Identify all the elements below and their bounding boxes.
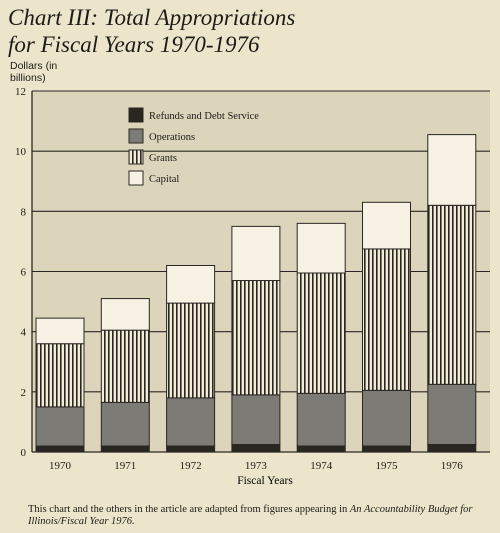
chart-title-block: Chart III: Total Appropriations for Fisc… [8, 4, 295, 58]
bar-segment-capital [166, 264, 216, 304]
bar-segment-refunds-and-debt-service [166, 445, 216, 453]
bar-segment-capital [100, 298, 150, 331]
bar-segment-capital [296, 222, 346, 274]
legend-swatch [128, 170, 144, 186]
y-axis-label-line1: Dollars (in [10, 60, 58, 72]
x-tick-label: 1974 [310, 460, 333, 472]
bar-segment-refunds-and-debt-service [100, 445, 150, 453]
bar-segment-operations [427, 383, 477, 445]
legend-label: Capital [149, 174, 179, 185]
bar-segment-grants [296, 272, 346, 394]
footnote: This chart and the others in the article… [28, 504, 498, 528]
bar-segment-operations [100, 401, 150, 447]
bar-segment-refunds-and-debt-service [231, 443, 281, 453]
y-axis-label-line2: billions) [10, 72, 46, 84]
bar-segment-operations [296, 392, 346, 447]
bar-segment-refunds-and-debt-service [296, 445, 346, 453]
legend: Refunds and Debt Service Operations Grants… [128, 107, 259, 186]
y-tick-label: 0 [21, 447, 27, 459]
legend-label: Grants [149, 153, 177, 164]
bar-segment-grants [35, 343, 85, 408]
bar-segment-operations [231, 394, 281, 445]
bar-segment-capital [35, 317, 85, 345]
legend-label: Operations [149, 132, 195, 143]
y-tick-label: 6 [21, 267, 27, 279]
bar-segment-capital [362, 201, 411, 250]
axis-layer: 0 2 4 6 8 10 12 1970 1971 1972 1973 1974 1975 1976 [15, 86, 490, 472]
legend-swatch [128, 107, 144, 123]
y-tick-label: 8 [21, 206, 27, 218]
bar-segment-grants [427, 204, 477, 385]
bar-segment-refunds-and-debt-service [362, 445, 411, 453]
y-tick-label: 12 [15, 86, 26, 98]
legend-swatch [128, 128, 144, 144]
bars-layer [35, 134, 477, 453]
bar-segment-grants [231, 280, 281, 396]
x-tick-label: 1971 [114, 460, 136, 472]
bar-segment-operations [166, 397, 216, 447]
y-tick-label: 4 [21, 327, 27, 339]
legend-swatch [128, 149, 144, 165]
bar-segment-capital [427, 134, 477, 206]
x-tick-label: 1975 [376, 460, 399, 472]
bar-segment-refunds-and-debt-service [427, 443, 477, 453]
y-tick-label: 10 [15, 146, 27, 158]
bar-segment-grants [166, 302, 216, 399]
y-axis-label: Dollars (in billions) [10, 60, 57, 84]
chart-subtitle: for Fiscal Years 1970-1976 [8, 32, 260, 57]
x-tick-label: 1972 [180, 460, 202, 472]
x-axis-title: Fiscal Years [237, 475, 293, 487]
bar-segment-refunds-and-debt-service [35, 445, 85, 453]
chart-title: Chart III: Total Appropriations [8, 5, 296, 30]
y-tick-label: 2 [21, 387, 27, 399]
bar-segment-operations [362, 389, 411, 447]
bar-segment-grants [362, 248, 411, 391]
bar-segment-grants [100, 329, 150, 403]
legend-label: Refunds and Debt Service [149, 111, 259, 122]
bar-segment-capital [231, 225, 281, 282]
x-tick-label: 1973 [245, 460, 268, 472]
footnote-text: This chart and the others in the article… [28, 504, 350, 515]
x-tick-label: 1976 [441, 460, 464, 472]
bar-segment-operations [35, 406, 85, 447]
footnote-source: An Accountability Budget for Illinois/Fi… [28, 504, 473, 527]
x-tick-label: 1970 [49, 460, 72, 472]
